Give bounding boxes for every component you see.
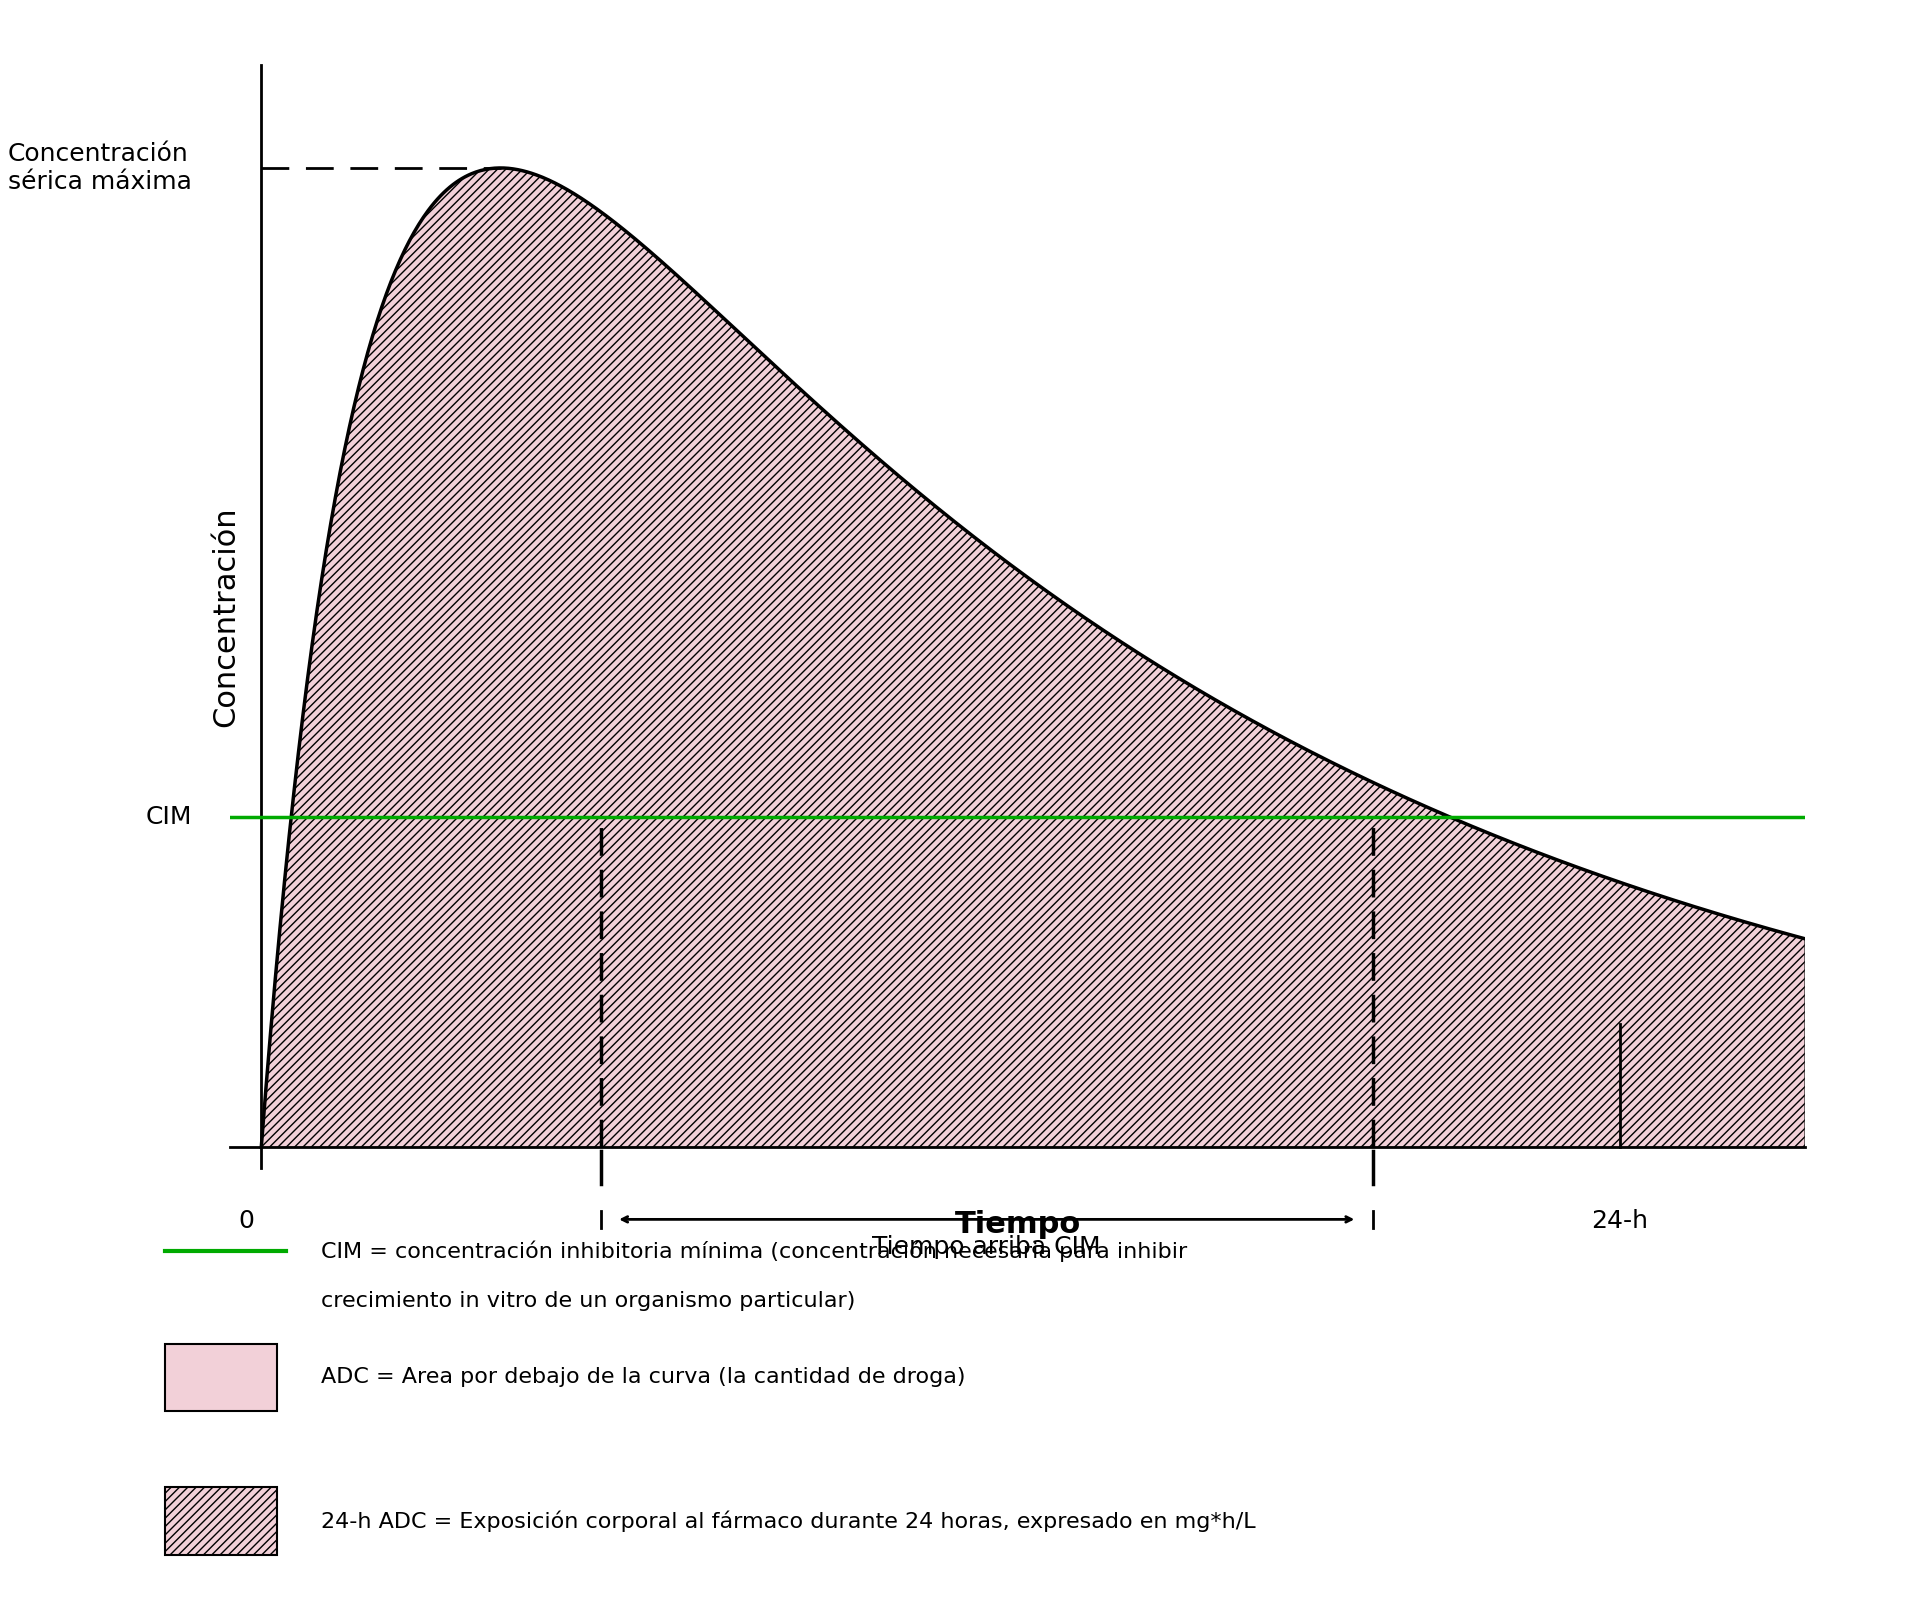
FancyBboxPatch shape bbox=[165, 1487, 278, 1554]
Text: Concentración
sérica máxima: Concentración sérica máxima bbox=[8, 143, 192, 195]
Text: 0: 0 bbox=[238, 1208, 253, 1233]
Text: 24-h: 24-h bbox=[1592, 1208, 1647, 1233]
Text: Tiempo arriba CIM: Tiempo arriba CIM bbox=[872, 1234, 1100, 1259]
Text: ADC = Area por debajo de la curva (la cantidad de droga): ADC = Area por debajo de la curva (la ca… bbox=[321, 1367, 966, 1387]
Y-axis label: Concentración: Concentración bbox=[211, 506, 240, 727]
Text: CIM = concentración inhibitoria mínima (concentración necesaria para inhibir: CIM = concentración inhibitoria mínima (… bbox=[321, 1241, 1187, 1262]
Text: CIM: CIM bbox=[146, 806, 192, 829]
FancyBboxPatch shape bbox=[165, 1343, 278, 1411]
Text: crecimiento in vitro de un organismo particular): crecimiento in vitro de un organismo par… bbox=[321, 1291, 854, 1312]
X-axis label: Tiempo: Tiempo bbox=[954, 1210, 1081, 1239]
Text: 24-h ADC = Exposición corporal al fármaco durante 24 horas, expresado en mg*h/L: 24-h ADC = Exposición corporal al fármac… bbox=[321, 1510, 1256, 1531]
